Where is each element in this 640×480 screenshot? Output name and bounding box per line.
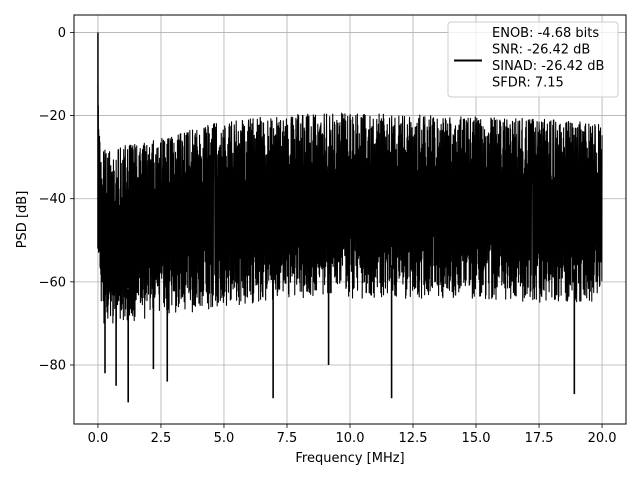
x-tick-label: 17.5 [525,431,554,446]
y-axis: 0 −20 −40 −60 −80 [39,26,74,373]
x-tick-label: 2.5 [151,431,172,446]
x-tick-label: 12.5 [399,431,428,446]
x-axis-label: Frequency [MHz] [295,451,404,466]
x-tick-label: 10.0 [336,431,365,446]
psd-trace [97,82,603,324]
x-tick-label: 20.0 [588,431,617,446]
legend-entry-line: SNR: -26.42 dB [492,43,590,58]
x-tick-label: 15.0 [462,431,491,446]
legend-entry-line: SINAD: -26.42 dB [492,59,604,74]
psd-series [97,32,603,403]
y-tick-label: −20 [39,109,66,124]
x-axis: 0.0 2.5 5.0 7.5 10.0 12.5 15.0 17.5 20.0 [88,424,617,446]
y-axis-label: PSD [dB] [15,191,30,249]
y-tick-label: −40 [39,192,66,207]
legend-box [447,21,619,98]
x-tick-label: 7.5 [277,431,298,446]
y-tick-label: −60 [39,275,66,290]
y-tick-label: −80 [39,358,66,373]
y-tick-label: 0 [58,26,66,41]
legend-entry-line: ENOB: -4.68 bits [492,26,599,41]
legend-entry-line: SFDR: 7.15 [492,76,564,91]
x-tick-label: 0.0 [88,431,109,446]
x-tick-label: 5.0 [214,431,235,446]
